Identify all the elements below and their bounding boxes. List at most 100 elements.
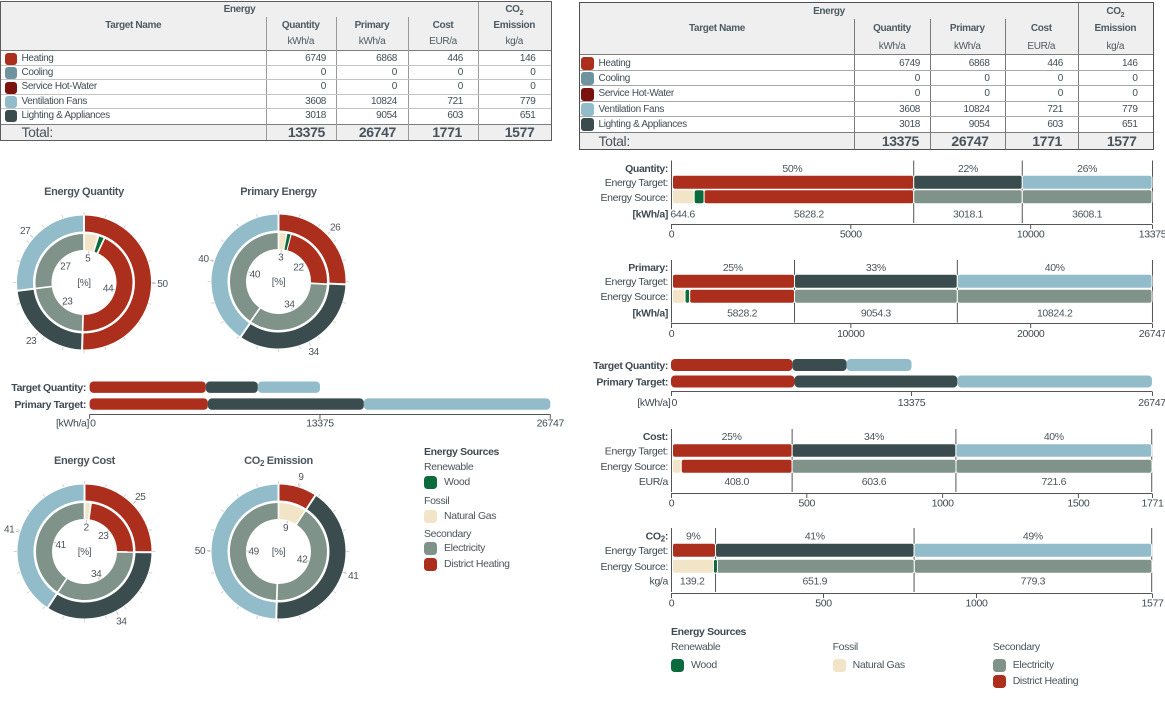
svg-text:Target Quantity:: Target Quantity: [593,360,668,372]
svg-text:2: 2 [84,522,90,533]
svg-text:644.6: 644.6 [670,209,695,221]
svg-text:CO2 Emission: CO2 Emission [244,455,313,468]
svg-text:41: 41 [55,540,66,551]
svg-text:22: 22 [293,262,304,273]
svg-text:40%: 40% [1044,431,1064,443]
svg-text:13375: 13375 [898,397,926,409]
svg-text:500: 500 [799,498,816,510]
svg-text:5828.2: 5828.2 [794,209,825,221]
svg-text:5000: 5000 [840,229,862,241]
svg-text:40: 40 [198,254,209,265]
svg-text:0: 0 [669,498,675,510]
svg-text:3608.1: 3608.1 [1072,209,1103,221]
svg-text:5828.2: 5828.2 [727,308,758,320]
svg-text:[%]: [%] [272,277,286,288]
svg-text:20000: 20000 [1017,328,1045,340]
svg-text:CO2:: CO2: [646,531,668,544]
svg-text:10824.2: 10824.2 [1037,308,1073,320]
svg-text:41%: 41% [805,531,825,543]
svg-text:651.9: 651.9 [803,576,828,588]
svg-text:42: 42 [297,555,308,566]
svg-text:9054.3: 9054.3 [861,308,892,320]
svg-text:500: 500 [815,598,832,610]
svg-text:Target Quantity:: Target Quantity: [11,382,86,394]
svg-text:[kWh/a]: [kWh/a] [637,397,671,409]
svg-text:Primary:: Primary: [628,262,668,274]
svg-text:26: 26 [330,223,341,234]
svg-text:[kWh/a]: [kWh/a] [56,417,90,429]
svg-text:10000: 10000 [1017,229,1045,241]
svg-text:721.6: 721.6 [1042,476,1067,488]
svg-text:34: 34 [284,299,295,310]
svg-text:50: 50 [195,546,206,557]
svg-text:EUR/a: EUR/a [639,476,669,488]
svg-text:[kWh/a]: [kWh/a] [633,209,668,221]
svg-text:408.0: 408.0 [724,476,749,488]
svg-text:1500: 1500 [1067,498,1089,510]
svg-text:Energy Source:: Energy Source: [601,561,668,573]
svg-text:0: 0 [90,417,96,429]
svg-text:33%: 33% [866,262,886,274]
svg-text:25: 25 [135,492,146,503]
svg-text:kg/a: kg/a [650,576,669,588]
svg-text:23: 23 [98,531,109,542]
svg-text:13375: 13375 [1139,229,1165,241]
svg-text:41: 41 [4,525,15,536]
svg-text:Energy Cost: Energy Cost [54,455,116,467]
svg-text:40: 40 [250,269,261,280]
svg-text:13375: 13375 [306,417,334,429]
svg-text:25%: 25% [723,262,743,274]
svg-text:0: 0 [669,229,675,241]
svg-text:50: 50 [157,279,168,290]
svg-text:3: 3 [278,252,284,263]
svg-text:Energy Source:: Energy Source: [601,291,668,303]
svg-text:44: 44 [103,284,114,295]
svg-text:[%]: [%] [272,547,286,558]
svg-text:40%: 40% [1045,262,1065,274]
svg-text:[%]: [%] [78,547,92,558]
svg-text:9: 9 [298,472,304,483]
svg-text:[kWh/a]: [kWh/a] [633,308,668,320]
svg-text:Cost:: Cost: [643,431,668,443]
svg-text:34: 34 [116,616,127,627]
svg-text:Energy Quantity: Energy Quantity [44,186,125,198]
svg-text:Energy Source:: Energy Source: [601,461,668,473]
svg-text:23: 23 [62,296,73,307]
svg-text:22%: 22% [958,163,978,175]
svg-text:9: 9 [283,523,289,534]
svg-text:26747: 26747 [537,417,565,429]
svg-text:26%: 26% [1077,163,1097,175]
svg-text:25%: 25% [722,431,742,443]
svg-text:Energy Target:: Energy Target: [605,177,668,189]
svg-text:Energy Target:: Energy Target: [605,446,668,458]
svg-text:27: 27 [20,226,31,237]
svg-text:Primary Energy: Primary Energy [240,186,318,198]
svg-text:50%: 50% [782,163,802,175]
svg-text:1000: 1000 [932,498,954,510]
svg-text:41: 41 [348,571,359,582]
svg-text:26747: 26747 [1138,397,1165,409]
svg-text:Primary Target:: Primary Target: [14,399,86,411]
svg-text:9%: 9% [686,531,700,543]
svg-text:1771: 1771 [1142,498,1164,510]
svg-text:603.6: 603.6 [862,476,887,488]
svg-text:[%]: [%] [77,278,91,289]
svg-text:Quantity:: Quantity: [625,163,668,175]
svg-text:49: 49 [248,547,259,558]
svg-text:0: 0 [669,328,675,340]
svg-text:139.2: 139.2 [680,576,705,588]
svg-text:Energy Source:: Energy Source: [601,192,668,204]
svg-text:23: 23 [26,336,37,347]
svg-text:10000: 10000 [837,328,865,340]
svg-text:Energy Target:: Energy Target: [605,276,668,288]
svg-text:0: 0 [672,397,678,409]
svg-text:26747: 26747 [1139,328,1165,340]
svg-text:1000: 1000 [966,598,988,610]
svg-text:49%: 49% [1023,531,1043,543]
svg-text:27: 27 [60,262,71,273]
svg-text:3018.1: 3018.1 [953,209,984,221]
svg-text:0: 0 [669,598,675,610]
svg-text:5: 5 [85,254,91,265]
svg-text:34: 34 [308,347,319,358]
svg-text:34%: 34% [864,431,884,443]
